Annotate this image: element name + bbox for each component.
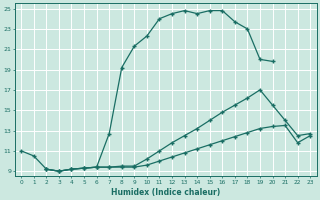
X-axis label: Humidex (Indice chaleur): Humidex (Indice chaleur) [111, 188, 220, 197]
